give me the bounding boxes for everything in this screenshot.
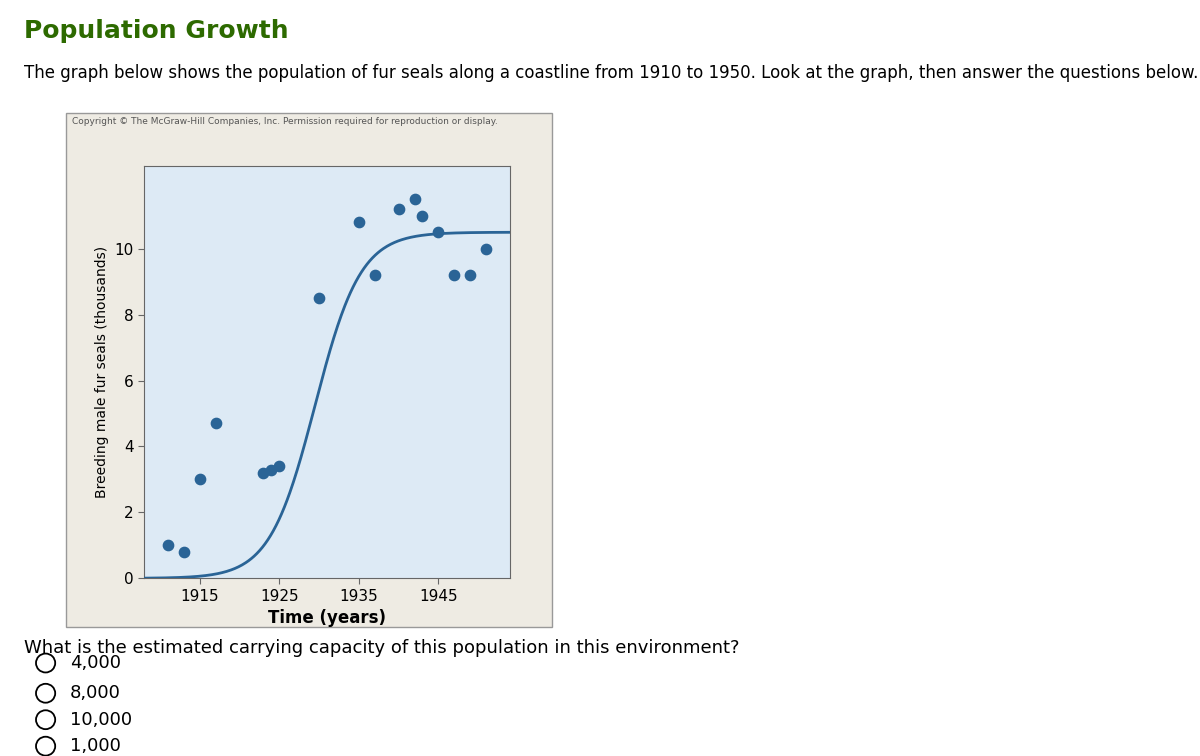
Text: The graph below shows the population of fur seals along a coastline from 1910 to: The graph below shows the population of … bbox=[24, 64, 1199, 82]
Text: 10,000: 10,000 bbox=[70, 711, 132, 729]
Point bbox=[389, 203, 408, 215]
Point bbox=[310, 292, 329, 304]
Text: 8,000: 8,000 bbox=[70, 684, 120, 702]
Point bbox=[365, 269, 384, 281]
X-axis label: Time (years): Time (years) bbox=[268, 609, 386, 627]
Point bbox=[428, 226, 448, 238]
Point bbox=[349, 216, 368, 228]
Point bbox=[270, 460, 289, 472]
Text: 4,000: 4,000 bbox=[70, 654, 121, 672]
Y-axis label: Breeding male fur seals (thousands): Breeding male fur seals (thousands) bbox=[95, 246, 109, 498]
Point bbox=[158, 539, 178, 551]
Point bbox=[206, 417, 226, 429]
Text: 1,000: 1,000 bbox=[70, 737, 120, 755]
Point bbox=[253, 466, 272, 479]
Point bbox=[190, 473, 209, 485]
Point bbox=[461, 269, 480, 281]
Text: What is the estimated carrying capacity of this population in this environment?: What is the estimated carrying capacity … bbox=[24, 639, 739, 657]
Point bbox=[413, 209, 432, 222]
Point bbox=[476, 243, 496, 255]
Point bbox=[445, 269, 464, 281]
Point bbox=[262, 463, 281, 476]
Text: Copyright © The McGraw-Hill Companies, Inc. Permission required for reproduction: Copyright © The McGraw-Hill Companies, I… bbox=[72, 117, 498, 126]
Point bbox=[404, 194, 424, 206]
Text: Population Growth: Population Growth bbox=[24, 19, 289, 43]
Point bbox=[174, 546, 193, 558]
